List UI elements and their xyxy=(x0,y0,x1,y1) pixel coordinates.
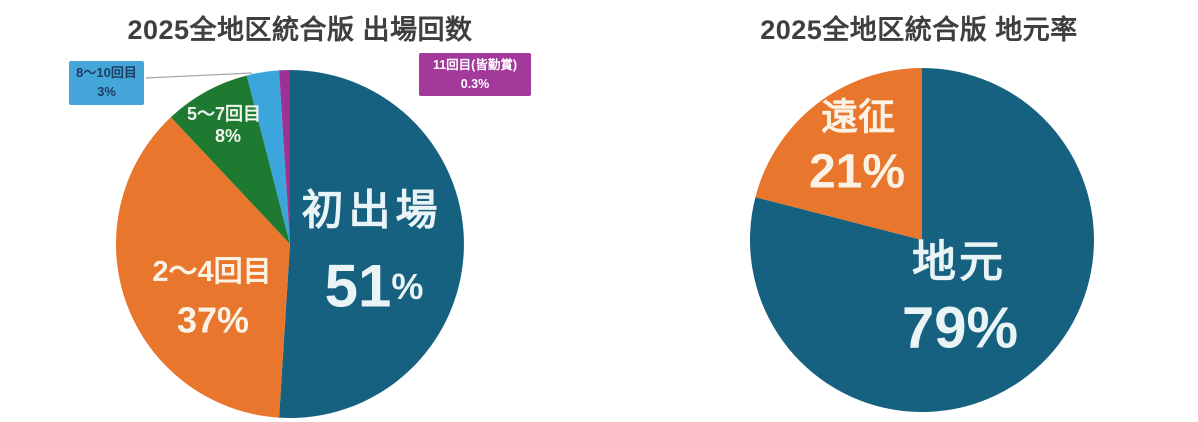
pie1-slice-label-4: 5〜7回目 xyxy=(187,104,261,124)
callout-8-10th-appearance: 8〜10回目 3% xyxy=(69,61,144,105)
pie2-slice-label-2: 地元 xyxy=(912,238,1006,287)
pie1-slice-label-5: 8% xyxy=(215,126,241,146)
pie2-slice-label-0: 遠征 xyxy=(821,97,895,138)
appearance-count-chart-title: 2025全地区統合版 出場回数 xyxy=(127,15,473,45)
pie2-slice-0 xyxy=(749,68,1094,412)
pie1-slice-label-3: 37% xyxy=(177,300,249,341)
pie2-slice-label-1: 21% xyxy=(809,146,905,199)
callout-11th-value: 0.3% xyxy=(460,76,490,91)
pie1-slice-4 xyxy=(279,69,290,244)
local-rate-chart-title: 2025全地区統合版 地元率 xyxy=(760,15,1078,45)
pie1-slice-2 xyxy=(170,75,290,244)
callout-8-10th-value: 3% xyxy=(97,84,116,99)
pie2-slice-label-3: 79% xyxy=(902,296,1018,361)
pie1-slice-label-0: 初出場 xyxy=(301,187,442,234)
callout-8-10th-label: 8〜10回目 xyxy=(76,65,137,81)
pie2-slice-1 xyxy=(755,68,922,240)
pie1-callout-leader-line xyxy=(145,72,253,79)
callout-11th-appearance: 11回目(皆勤賞) 0.3% xyxy=(419,53,531,96)
pie1-slice-0 xyxy=(279,70,464,418)
pie1-slice-label-2: 2〜4回目 xyxy=(152,256,271,288)
pie1-slice-3 xyxy=(246,70,290,244)
pie1-slice-1 xyxy=(115,117,290,418)
callout-11th-label: 11回目(皆勤賞) xyxy=(432,58,518,73)
